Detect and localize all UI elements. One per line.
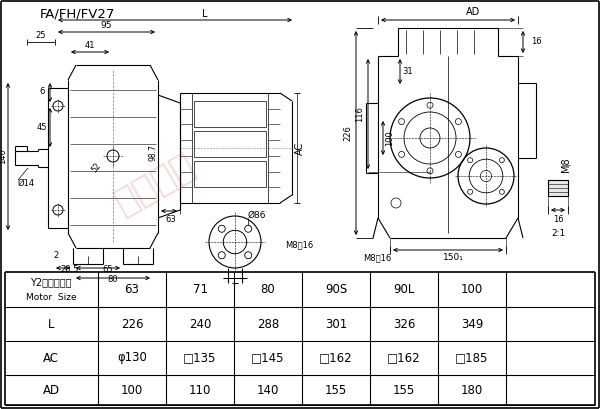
Text: 2: 2	[53, 252, 59, 261]
Text: 71: 71	[193, 283, 208, 296]
Text: 98.7: 98.7	[149, 144, 157, 162]
Text: 226: 226	[121, 317, 143, 330]
Text: 140: 140	[257, 384, 279, 396]
Bar	[194, 131, 266, 157]
Text: 6: 6	[40, 88, 44, 97]
Text: M8深16: M8深16	[285, 240, 313, 249]
Text: 326: 326	[393, 317, 415, 330]
Text: 90L: 90L	[394, 283, 415, 296]
Text: M8深16: M8深16	[363, 254, 391, 263]
Text: 25: 25	[36, 31, 46, 40]
Text: Motor  Size: Motor Size	[26, 293, 76, 302]
Text: FA/FH/FV27: FA/FH/FV27	[40, 7, 115, 20]
Text: □162: □162	[387, 351, 421, 364]
Text: 52: 52	[89, 162, 103, 175]
Text: 100: 100	[386, 130, 395, 146]
Text: 20.5: 20.5	[61, 265, 79, 274]
Text: 100: 100	[121, 384, 143, 396]
Text: 80: 80	[107, 276, 118, 285]
Text: 226: 226	[343, 125, 353, 141]
Text: L: L	[202, 9, 208, 19]
Text: L: L	[48, 317, 54, 330]
Text: 63: 63	[166, 214, 176, 223]
Bar	[194, 161, 266, 187]
Text: 140: 140	[0, 148, 8, 164]
Text: 正瓦启动: 正瓦启动	[109, 148, 201, 221]
Text: □145: □145	[251, 351, 285, 364]
Text: 16: 16	[530, 38, 541, 47]
Text: 2:1: 2:1	[551, 229, 565, 238]
Text: 180: 180	[461, 384, 483, 396]
Text: 288: 288	[257, 317, 279, 330]
Text: 31: 31	[403, 67, 413, 76]
Text: Ø86: Ø86	[248, 211, 266, 220]
Text: AD: AD	[43, 384, 59, 396]
Text: 16: 16	[553, 216, 563, 225]
Text: AC: AC	[295, 142, 305, 155]
Text: 116: 116	[355, 106, 365, 122]
Text: 150₁: 150₁	[443, 254, 463, 263]
Text: 63: 63	[125, 283, 139, 296]
Text: 95: 95	[100, 22, 112, 31]
Text: 110: 110	[189, 384, 211, 396]
Text: 41: 41	[85, 41, 95, 50]
Text: 349: 349	[461, 317, 483, 330]
Text: M8: M8	[561, 158, 571, 172]
Text: Y2电机机座号: Y2电机机座号	[30, 277, 72, 288]
Text: 155: 155	[393, 384, 415, 396]
Text: AC: AC	[43, 351, 59, 364]
Text: □185: □185	[455, 351, 488, 364]
Text: □162: □162	[319, 351, 353, 364]
Text: □135: □135	[184, 351, 217, 364]
Text: 155: 155	[325, 384, 347, 396]
Text: 240: 240	[189, 317, 211, 330]
Text: 100: 100	[461, 283, 483, 296]
Bar	[194, 101, 266, 127]
Text: 301: 301	[325, 317, 347, 330]
Bar	[548, 180, 568, 196]
Text: φ130: φ130	[117, 351, 147, 364]
Text: AD: AD	[466, 7, 480, 17]
Text: 65: 65	[103, 265, 113, 274]
Text: Ø14: Ø14	[18, 178, 35, 187]
Text: 90S: 90S	[325, 283, 347, 296]
Text: 45: 45	[37, 123, 47, 132]
Text: 80: 80	[260, 283, 275, 296]
